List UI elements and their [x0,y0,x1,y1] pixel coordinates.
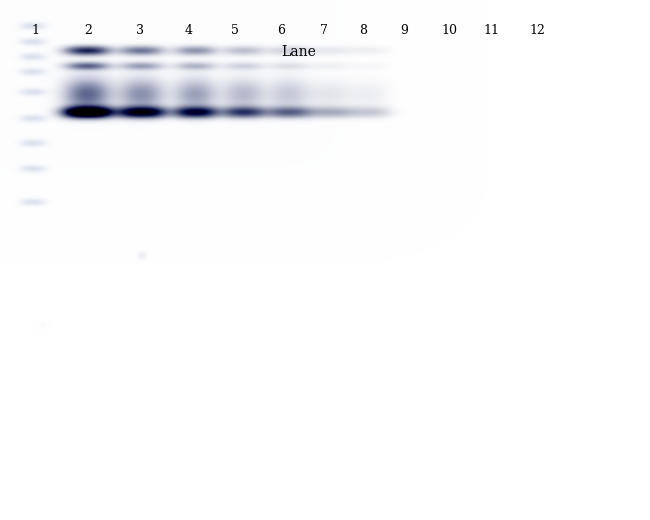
Text: 2: 2 [84,23,92,36]
Text: 1: 1 [32,23,40,36]
Text: 8: 8 [359,23,367,36]
Text: 10: 10 [442,23,458,36]
Text: Lane: Lane [281,45,317,59]
Text: 5: 5 [231,23,239,36]
Text: 11: 11 [484,23,499,36]
Text: 7: 7 [320,23,328,36]
Text: 12: 12 [529,23,545,36]
Text: 9: 9 [400,23,408,36]
Text: 6: 6 [277,23,285,36]
Text: 3: 3 [136,23,144,36]
Text: 4: 4 [185,23,192,36]
